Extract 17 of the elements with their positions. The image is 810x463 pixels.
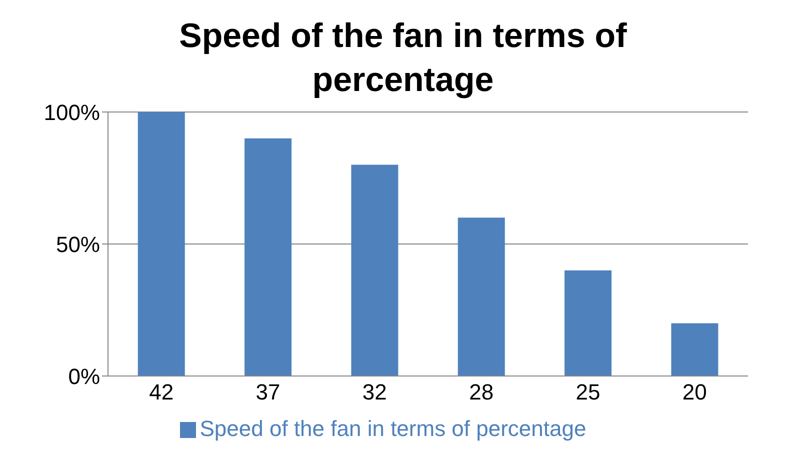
legend-label: Speed of the fan in terms of percentage bbox=[200, 416, 586, 441]
bar bbox=[458, 218, 505, 376]
bar bbox=[671, 323, 718, 376]
chart-title: Speed of the fan in terms of percentage bbox=[178, 16, 628, 101]
bar bbox=[244, 138, 292, 376]
x-tick-label: 37 bbox=[256, 380, 280, 405]
x-tick-label: 32 bbox=[362, 380, 387, 405]
y-tick-label: 0% bbox=[68, 364, 100, 389]
x-tick-label: 20 bbox=[682, 380, 707, 405]
bar bbox=[564, 270, 612, 376]
bar bbox=[138, 112, 185, 376]
x-tick-label: 28 bbox=[469, 380, 494, 405]
bar bbox=[351, 164, 398, 376]
y-tick-label: 100% bbox=[44, 100, 100, 125]
x-tick-label: 42 bbox=[149, 380, 174, 405]
x-tick-label: 25 bbox=[576, 380, 600, 405]
y-tick-label: 50% bbox=[56, 232, 100, 257]
